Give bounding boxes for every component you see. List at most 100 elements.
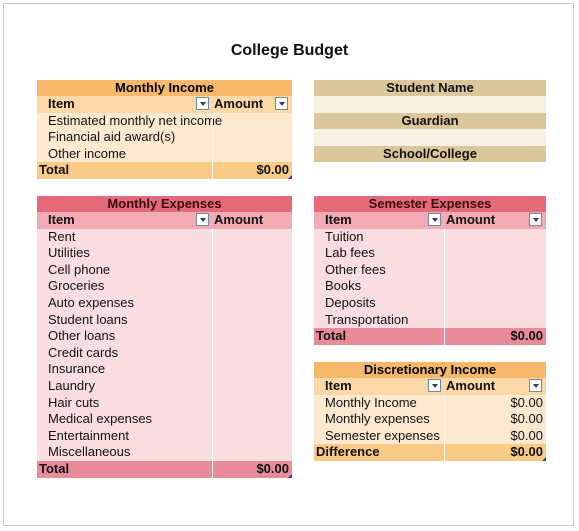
total-label: Total <box>316 328 347 344</box>
table-row[interactable]: Miscellaneous <box>37 444 292 461</box>
row-value: $0.00 <box>510 394 543 410</box>
row-label: Medical expenses <box>48 411 153 427</box>
table-row[interactable]: Deposits <box>314 294 546 312</box>
table-row[interactable]: Lab fees <box>314 245 546 262</box>
table-row[interactable]: Monthly Income $0.00 <box>314 394 546 412</box>
discretionary-income-table: Discretionary Income Item Amount Monthly… <box>314 362 546 461</box>
divider <box>444 228 445 246</box>
row-label: Utilities <box>48 245 90 261</box>
row-label: Financial aid award(s) <box>48 129 176 145</box>
table-row[interactable]: Cell phone <box>37 261 292 279</box>
monthly-income-table: Monthly Income Item Amount Estimated mon… <box>37 80 292 179</box>
row-label: Other fees <box>325 261 386 277</box>
monthly-income-total-row[interactable]: Total $0.00 <box>37 162 292 179</box>
semester-expenses-body: Tuition Lab fees Other fees Books Deposits Tr… <box>314 228 546 329</box>
guardian-field[interactable] <box>314 129 546 146</box>
table-row[interactable]: Other loans <box>37 328 292 345</box>
divider <box>212 444 213 461</box>
row-label: Rent <box>48 228 76 244</box>
divider <box>212 245 213 262</box>
divider <box>212 411 213 428</box>
table-row[interactable]: Monthly expenses $0.00 <box>314 411 546 428</box>
item-filter-dropdown-icon[interactable] <box>196 97 209 110</box>
discretionary-income-total-row[interactable]: Difference $0.00 <box>314 444 546 461</box>
student-name-field[interactable] <box>314 96 546 113</box>
item-column-label: Item <box>325 212 352 227</box>
divider <box>212 112 213 130</box>
table-row[interactable]: Entertainment <box>37 427 292 445</box>
table-row[interactable]: Other income <box>37 145 292 163</box>
item-filter-dropdown-icon[interactable] <box>428 213 441 226</box>
table-row[interactable]: Tuition <box>314 228 546 246</box>
row-label: Monthly expenses <box>325 411 430 427</box>
divider <box>444 294 445 312</box>
table-row[interactable]: Credit cards <box>37 344 292 362</box>
divider <box>212 311 213 329</box>
row-label: Student loans <box>48 311 128 327</box>
item-filter-dropdown-icon[interactable] <box>428 379 441 392</box>
total-label: Total <box>39 460 70 476</box>
divider <box>444 328 445 345</box>
monthly-expenses-total-row[interactable]: Total $0.00 <box>37 460 292 478</box>
divider <box>444 311 445 329</box>
resize-handle-icon[interactable] <box>288 174 292 179</box>
row-label: Hair cuts <box>48 394 100 410</box>
amount-filter-dropdown-icon[interactable] <box>529 213 542 226</box>
table-row[interactable]: Semester expenses $0.00 <box>314 427 546 445</box>
semester-expenses-total-row[interactable]: Total $0.00 <box>314 328 546 345</box>
resize-handle-icon[interactable] <box>288 473 292 478</box>
guardian-label: Guardian <box>314 113 546 129</box>
item-column-label: Item <box>48 96 75 111</box>
row-value: $0.00 <box>510 427 543 443</box>
divider <box>444 444 445 461</box>
row-label: Deposits <box>325 294 376 310</box>
divider <box>444 427 445 445</box>
divider <box>212 261 213 279</box>
discretionary-income-header: Discretionary Income <box>314 362 546 378</box>
school-label: School/College <box>314 146 546 162</box>
monthly-income-body: Estimated monthly net income Financial a… <box>37 112 292 163</box>
table-row[interactable]: Financial aid award(s) <box>37 129 292 146</box>
row-value: $0.00 <box>510 411 543 427</box>
table-row[interactable]: Books <box>314 278 546 295</box>
divider <box>212 377 213 395</box>
table-row[interactable]: Transportation <box>314 311 546 329</box>
total-value: $0.00 <box>510 444 543 460</box>
row-label: Semester expenses <box>325 427 440 443</box>
item-column-label: Item <box>48 212 75 227</box>
student-name-label: Student Name <box>314 80 546 96</box>
table-row[interactable]: Estimated monthly net income <box>37 112 292 130</box>
row-label: Groceries <box>48 278 105 294</box>
row-label: Estimated monthly net income <box>48 112 223 128</box>
resize-handle-icon[interactable] <box>542 456 546 461</box>
monthly-expenses-table: Monthly Expenses Item Amount Rent Utiliti… <box>37 196 292 478</box>
divider <box>444 411 445 428</box>
monthly-expenses-body: Rent Utilities Cell phone Groceries Auto exp… <box>37 228 292 461</box>
amount-filter-dropdown-icon[interactable] <box>275 97 288 110</box>
semester-expenses-column-header: Item Amount <box>314 212 546 229</box>
table-row[interactable]: Utilities <box>37 245 292 262</box>
divider <box>212 129 213 146</box>
item-filter-dropdown-icon[interactable] <box>196 213 209 226</box>
row-label: Cell phone <box>48 261 111 277</box>
table-row[interactable]: Insurance <box>37 361 292 378</box>
divider <box>212 228 213 246</box>
table-row[interactable]: Hair cuts <box>37 394 292 412</box>
table-row[interactable]: Rent <box>37 228 292 246</box>
amount-column-label: Amount <box>446 378 496 393</box>
table-row[interactable]: Medical expenses <box>37 411 292 428</box>
divider <box>212 294 213 312</box>
monthly-expenses-column-header: Item Amount <box>37 212 292 229</box>
divider <box>212 344 213 362</box>
monthly-income-column-header: Item Amount <box>37 96 292 113</box>
table-row[interactable]: Auto expenses <box>37 294 292 312</box>
table-row[interactable]: Groceries <box>37 278 292 295</box>
divider <box>444 394 445 412</box>
row-label: Entertainment <box>48 427 129 443</box>
table-row[interactable]: Laundry <box>37 377 292 395</box>
row-label: Lab fees <box>325 245 375 261</box>
table-row[interactable]: Student loans <box>37 311 292 329</box>
row-label: Laundry <box>48 377 95 393</box>
amount-filter-dropdown-icon[interactable] <box>529 379 542 392</box>
table-row[interactable]: Other fees <box>314 261 546 279</box>
